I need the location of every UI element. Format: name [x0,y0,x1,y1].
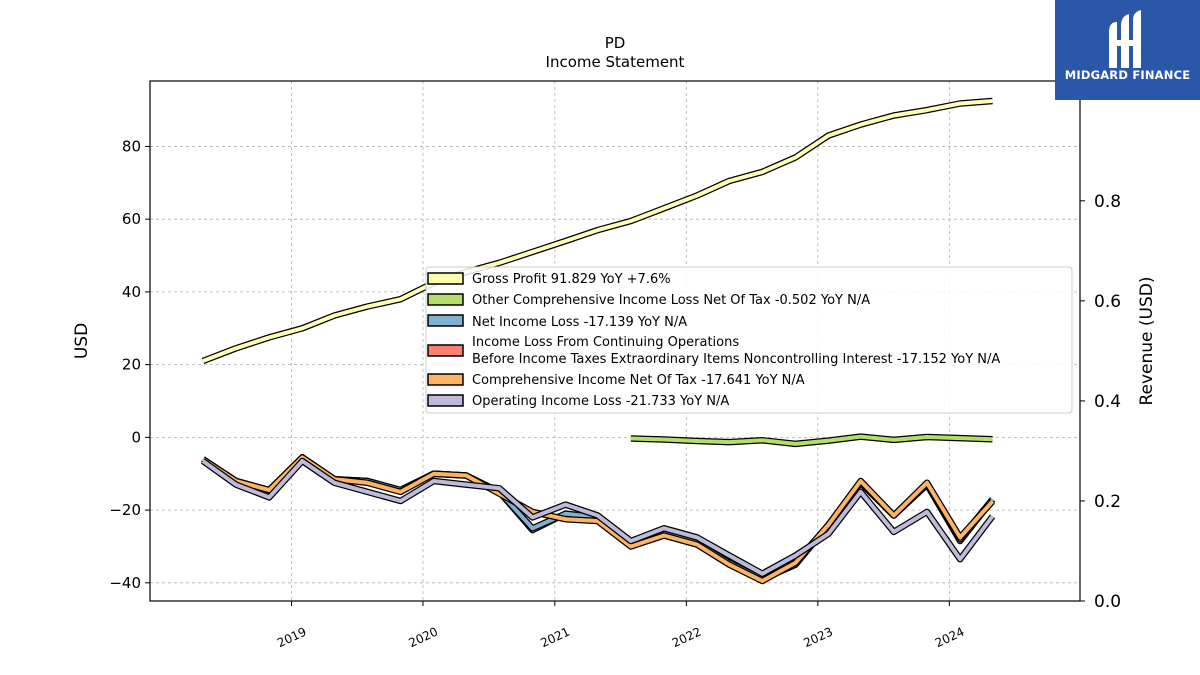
y-tick-label: 20 [122,356,141,374]
legend-swatch-operating-income [427,394,464,407]
legend-swatch-net-income [427,314,464,327]
y-tick-label: −20 [109,501,141,519]
legend-label-net-income: Net Income Loss -17.139 YoY N/A [472,315,687,330]
x-tick-label: 2020 [406,625,440,651]
y-tick-label: 40 [122,283,141,301]
legend-swatch-continuing-ops [427,344,464,357]
legend: Gross Profit 91.829 YoY +7.6% Other Comp… [425,266,1073,414]
x-axis: 2019 2020 2021 2022 2023 2024 [275,601,966,650]
y-right-tick-label: 0.4 [1094,392,1121,412]
midgard-finance-logo: MIDGARD FINANCE [1055,0,1200,100]
chart-title: PD [605,34,626,52]
x-tick-label: 2022 [670,625,704,651]
legend-label-other-comprehensive: Other Comprehensive Income Loss Net Of T… [472,293,870,308]
legend-swatch-other-comprehensive [427,293,464,306]
plot-frame [149,80,1081,602]
x-tick-label: 2019 [275,625,309,651]
legend-label-gross-profit: Gross Profit 91.829 YoY +7.6% [472,272,671,287]
series-line [201,459,995,576]
chart-subtitle: Income Statement [546,53,685,71]
x-tick-label: 2023 [801,625,835,651]
x-tick-label: 2021 [538,625,572,651]
legend-frame [425,266,1073,414]
series-lines [201,97,996,585]
y-tick-label: 60 [122,210,141,228]
legend-swatch-comprehensive-income [427,373,464,386]
legend-swatch-gross-profit [427,272,464,285]
series-line [202,99,993,363]
midgard-logo-icon [1109,10,1141,68]
y-right-tick-label: 0.0 [1094,592,1121,612]
y-tick-label: 0 [131,428,141,446]
x-tick-label: 2024 [933,625,967,651]
y-right-tick-label: 0.2 [1094,492,1121,512]
series-line [630,434,993,446]
y-right-tick-label: 0.6 [1094,292,1121,312]
legend-label-operating-income: Operating Income Loss -21.733 YoY N/A [472,394,729,409]
y-tick-label: 80 [122,137,141,155]
y-axis-right: 0.8 0.6 0.4 0.2 0.0 [1080,192,1121,612]
logo-text: MIDGARD FINANCE [1064,68,1191,82]
y-axis-label: USD [72,323,92,359]
y-tick-label: −40 [109,574,141,592]
y-axis-right-label: Revenue (USD) [1137,276,1157,405]
legend-label-continuing-ops-line2: Before Income Taxes Extraordinary Items … [472,352,1000,367]
y-axis-left: 80 60 40 20 0 −20 −40 [109,137,150,592]
legend-label-comprehensive-income: Comprehensive Income Net Of Tax -17.641 … [472,373,805,388]
y-right-tick-label: 0.8 [1094,192,1121,212]
legend-label-continuing-ops-line1: Income Loss From Continuing Operations [472,335,739,350]
